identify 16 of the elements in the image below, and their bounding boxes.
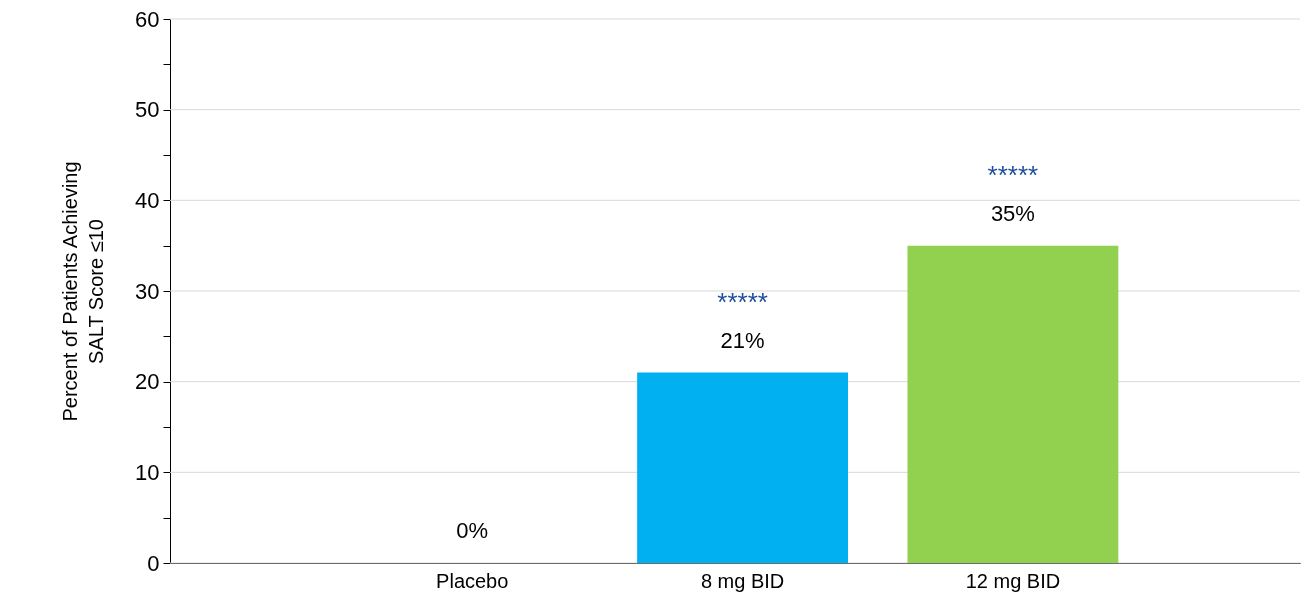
y-tick-label: 60	[135, 6, 160, 32]
y-tick-label: 0	[147, 550, 160, 576]
data-label: 35%	[990, 200, 1035, 226]
y-tick-label: 30	[135, 278, 160, 304]
x-tick-label: 8 mg BID	[700, 569, 785, 592]
annotation: *****	[717, 286, 768, 317]
x-tick-label: 12 mg BID	[965, 569, 1061, 592]
data-label: 21%	[720, 327, 765, 353]
y-axis-title: Percent of Patients Achieving SALT Score ≤10	[59, 161, 108, 422]
y-tick-label: 40	[135, 187, 160, 213]
y-tick-label: 50	[135, 97, 160, 123]
y-tick-label: 20	[135, 369, 160, 395]
data-label: 0%	[456, 518, 489, 543]
y-tick-label: 10	[135, 459, 160, 485]
annotation: *****	[987, 159, 1039, 190]
x-tick-label: Placebo	[436, 569, 509, 592]
